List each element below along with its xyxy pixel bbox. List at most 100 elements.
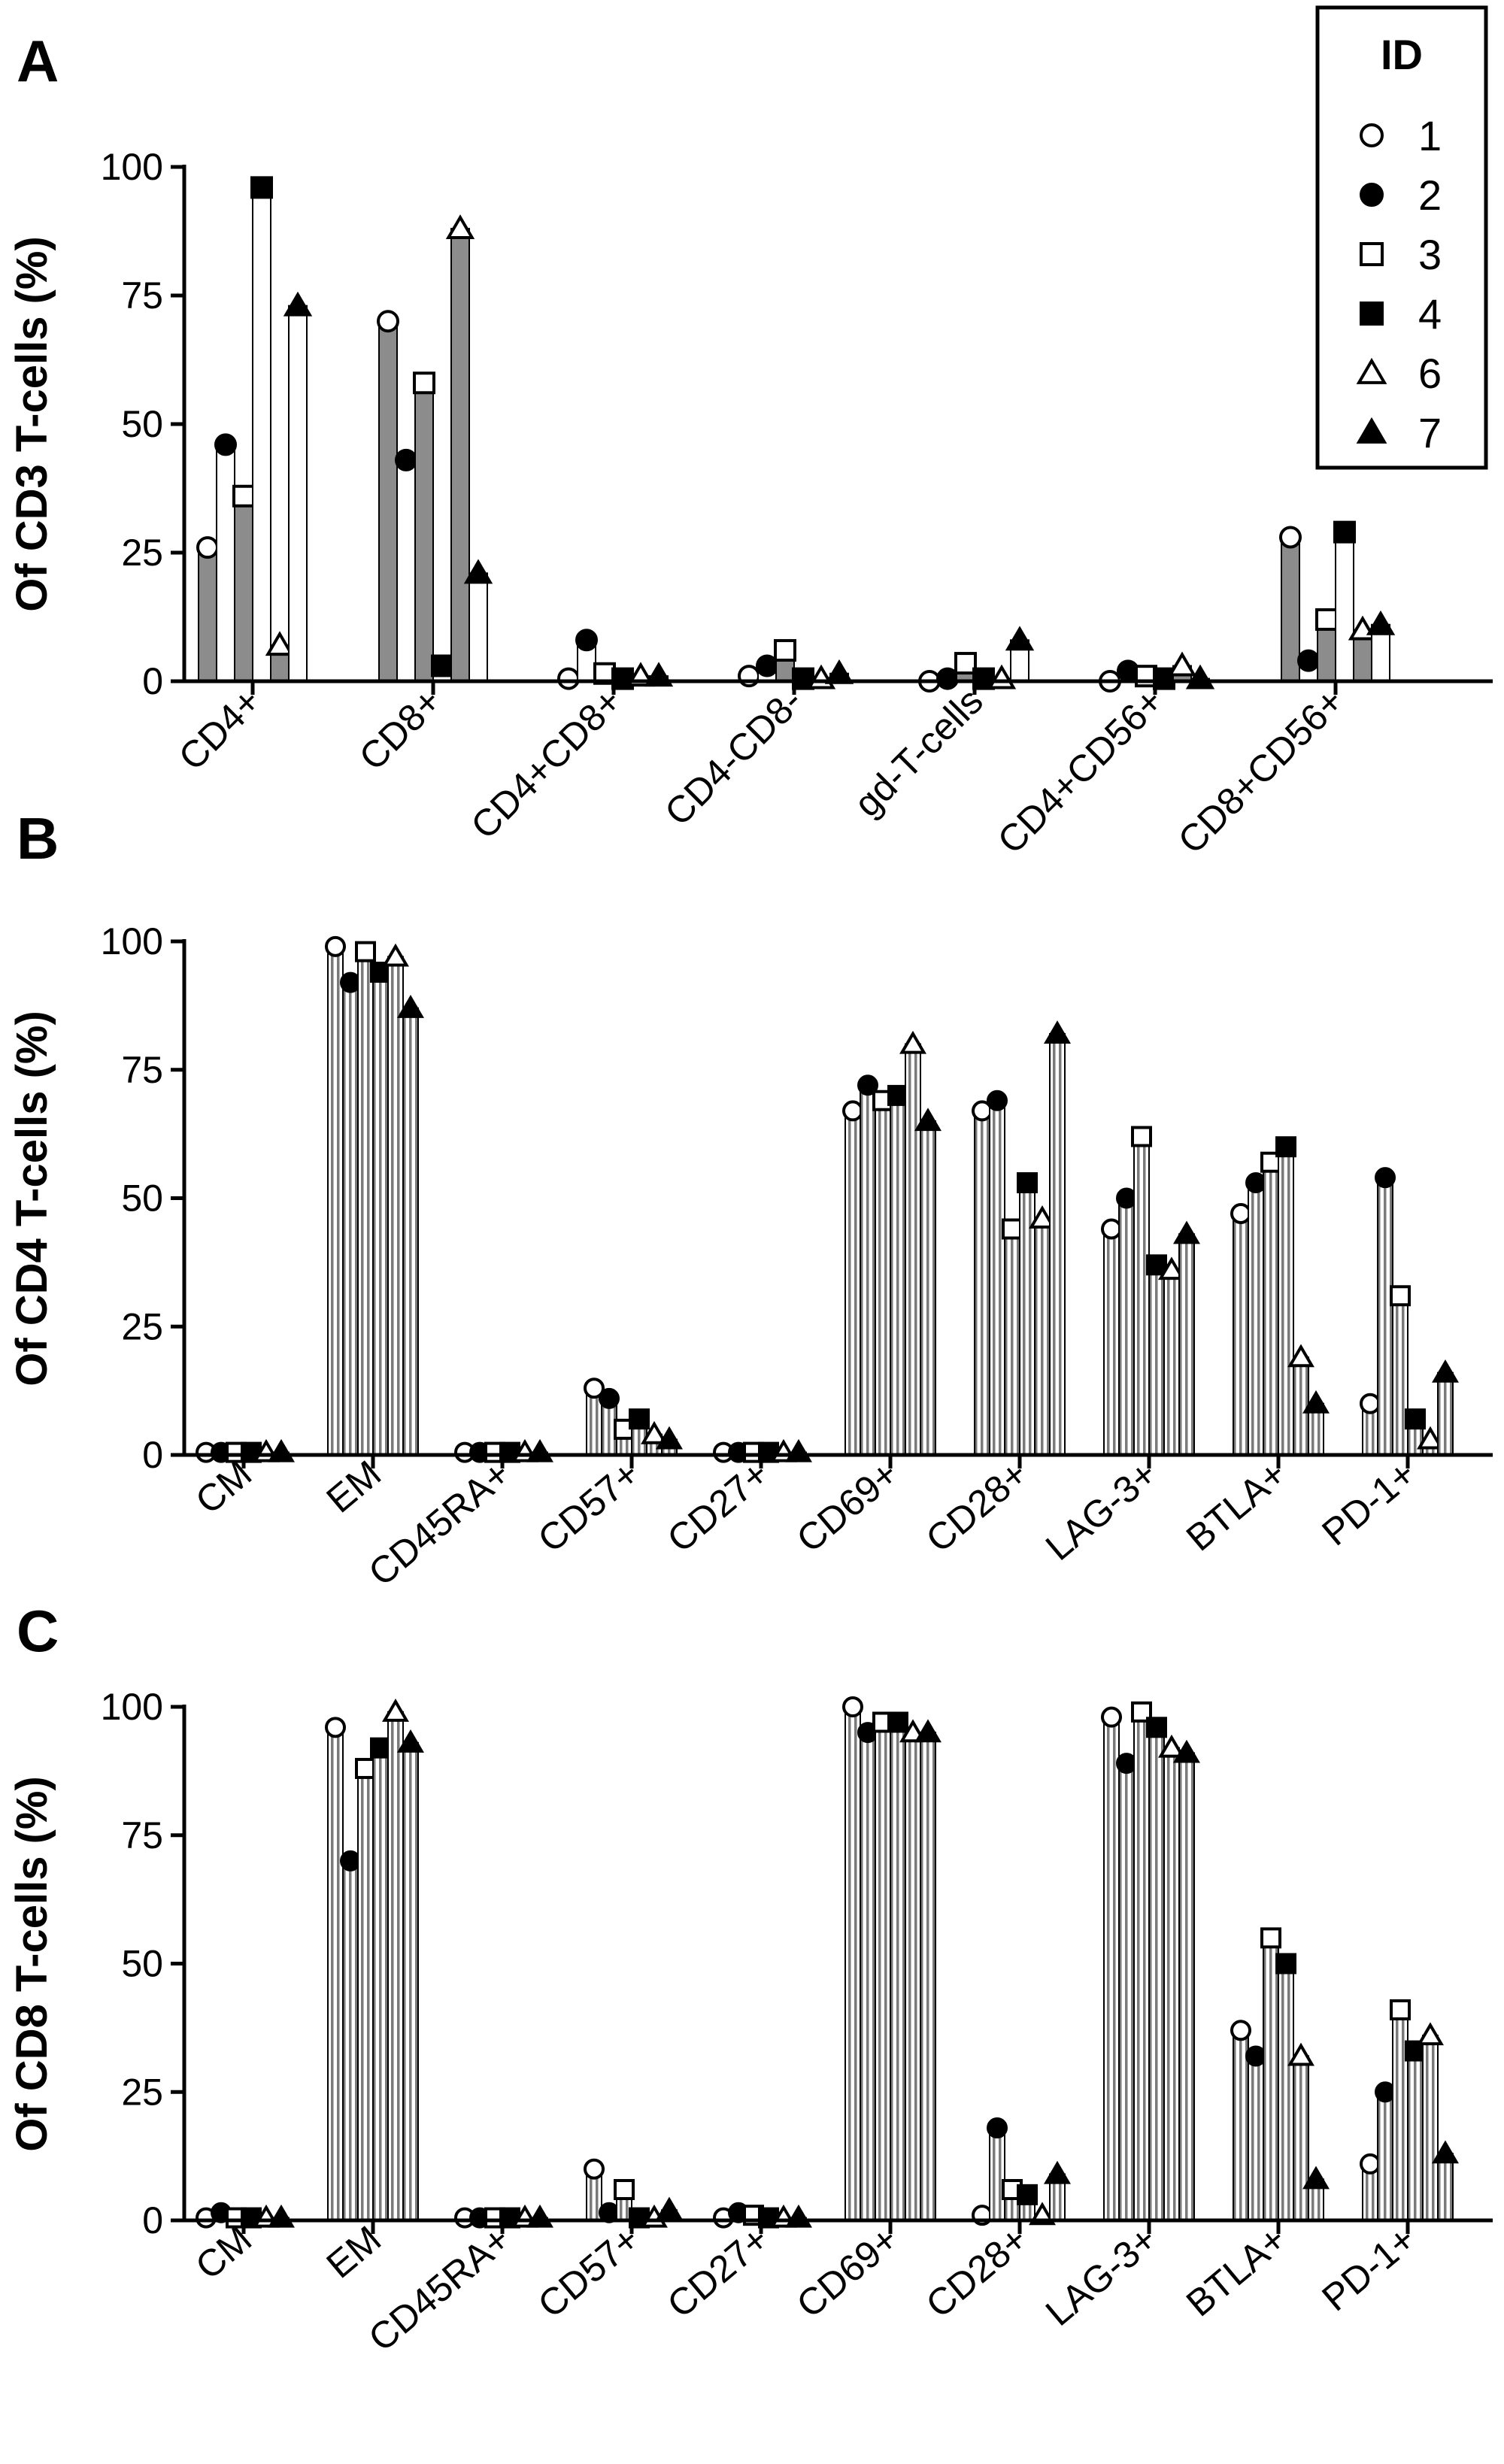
legend: ID 1 2 3 4 6 7 xyxy=(1315,5,1488,470)
bar xyxy=(1248,2055,1264,2221)
bar xyxy=(1118,1197,1135,1456)
legend-marker xyxy=(1360,302,1384,326)
x-tick-label: CD57+ xyxy=(530,1453,647,1561)
data-point-marker xyxy=(1287,2042,1314,2066)
y-tick-label: 0 xyxy=(142,660,163,702)
bar xyxy=(1103,1228,1120,1456)
data-point-marker xyxy=(1375,2081,1396,2103)
y-tick-label: 50 xyxy=(121,1177,163,1220)
data-point-marker xyxy=(1315,608,1338,631)
bar xyxy=(198,547,217,682)
bar xyxy=(974,1110,990,1456)
bar-group xyxy=(972,1020,1071,1456)
data-point-marker xyxy=(842,1696,863,1717)
data-point-marker xyxy=(842,1100,863,1122)
bar xyxy=(890,1721,906,2221)
bar-group xyxy=(454,2204,553,2229)
bar xyxy=(1281,536,1300,682)
data-point-marker xyxy=(463,559,493,584)
y-axis-label: Of CD4 T-cells (%) xyxy=(8,1011,56,1387)
x-tick-label: CD57+ xyxy=(530,2218,647,2326)
bar-group xyxy=(972,2117,1071,2226)
data-point-marker xyxy=(526,1438,553,1462)
data-point-marker xyxy=(1158,1734,1185,1758)
bar xyxy=(1178,1233,1195,1456)
data-point-marker xyxy=(526,2204,553,2228)
bar xyxy=(1437,2153,1454,2221)
data-point-marker xyxy=(1390,1999,1411,2020)
data-point-marker xyxy=(899,1030,926,1054)
bar xyxy=(1034,1217,1051,1456)
data-point-marker xyxy=(599,1387,620,1409)
bar xyxy=(396,459,416,682)
bar xyxy=(1233,1212,1249,1456)
data-point-marker xyxy=(629,1408,650,1430)
bar xyxy=(1163,1747,1180,2221)
bar xyxy=(327,1726,344,2222)
bar-group xyxy=(1279,520,1396,683)
bar xyxy=(1407,2050,1424,2222)
bar xyxy=(288,305,308,682)
data-point-marker xyxy=(431,654,453,677)
x-tick-label: PD-1+ xyxy=(1314,2218,1424,2320)
bar xyxy=(1437,1371,1454,1456)
bar-group xyxy=(842,1696,942,2221)
data-point-marker xyxy=(355,941,376,962)
x-tick-label: CD8+CD56+ xyxy=(1170,680,1352,862)
bar xyxy=(844,1110,861,1456)
data-point-marker xyxy=(887,1084,908,1106)
bar xyxy=(860,1084,876,1456)
x-tick-label: CD27+ xyxy=(660,2218,777,2326)
data-point-marker xyxy=(1173,1220,1200,1244)
x-tick-label: BTLA+ xyxy=(1178,2218,1294,2325)
data-point-marker xyxy=(1260,1927,1281,1949)
data-point-marker xyxy=(250,176,273,199)
data-point-marker xyxy=(1360,1393,1381,1414)
data-point-marker xyxy=(340,971,361,993)
data-point-marker xyxy=(377,310,399,333)
data-point-marker xyxy=(214,433,237,456)
legend-marker xyxy=(1360,242,1384,266)
data-point-marker xyxy=(1044,1020,1071,1044)
data-point-marker xyxy=(785,1438,812,1462)
data-point-marker xyxy=(1005,626,1035,651)
legend-entries: 1 2 3 4 6 7 xyxy=(1356,112,1442,456)
data-point-marker xyxy=(1275,1953,1296,1975)
bar xyxy=(234,495,253,683)
y-axis-label: Of CD3 T-cells (%) xyxy=(8,236,56,612)
y-tick-label: 100 xyxy=(101,146,163,188)
bar xyxy=(905,1732,921,2221)
data-point-marker xyxy=(987,1090,1008,1111)
data-point-marker xyxy=(1417,1426,1444,1450)
data-point-marker xyxy=(656,1426,683,1450)
bar xyxy=(1163,1269,1180,1456)
bar xyxy=(387,956,404,1456)
bar xyxy=(357,1767,374,2221)
bar-group xyxy=(196,176,313,683)
data-point-marker xyxy=(196,536,219,559)
legend-entry: 6 xyxy=(1356,350,1442,397)
data-point-marker xyxy=(382,943,409,967)
bar xyxy=(860,1732,876,2221)
bar xyxy=(1148,1264,1165,1456)
data-point-marker xyxy=(785,2204,812,2228)
legend-title: ID xyxy=(1381,31,1423,78)
data-point-marker xyxy=(575,629,598,652)
x-tick-label: CD4+CD56+ xyxy=(990,680,1172,862)
x-tick-label: LAG-3+ xyxy=(1038,2218,1165,2335)
bar xyxy=(1293,1356,1309,1456)
bar xyxy=(1278,1146,1294,1456)
data-point-marker xyxy=(413,371,435,395)
data-point-marker xyxy=(774,638,796,662)
data-point-marker xyxy=(1116,1753,1137,1775)
bar xyxy=(372,1747,389,2221)
bar xyxy=(1377,1177,1393,1456)
data-point-marker xyxy=(1360,2153,1381,2175)
data-point-marker xyxy=(325,935,346,957)
data-point-marker xyxy=(1116,1187,1137,1209)
bar-group xyxy=(325,1699,424,2222)
legend-entry: 4 xyxy=(1360,290,1442,338)
data-point-marker xyxy=(1279,526,1302,549)
